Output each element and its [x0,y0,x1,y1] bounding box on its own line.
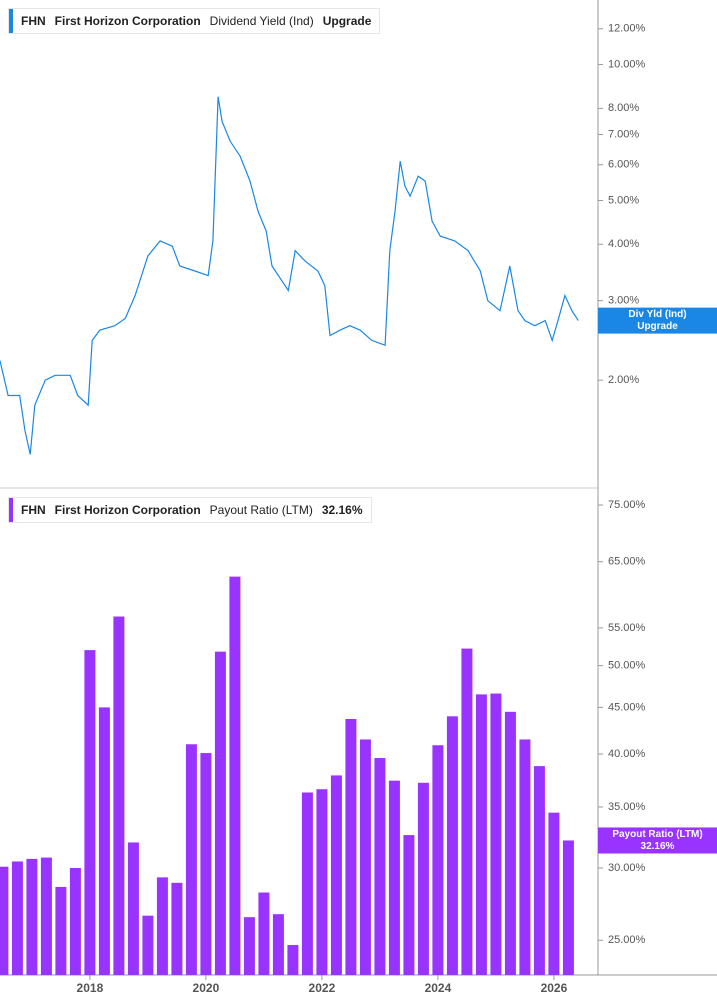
bar [359,739,371,975]
bar [316,789,328,975]
bar [345,719,357,975]
bar [69,868,81,975]
bar [490,693,502,975]
bar [548,812,560,975]
y-tick-label: 6.00% [608,159,639,171]
y-tick-label: 50.00% [608,660,646,672]
line [0,96,579,455]
y-tick-label: 3.00% [608,295,639,307]
bar [26,858,38,975]
y-tick-label: 25.00% [608,934,646,946]
x-tick-label: 2018 [77,981,104,995]
end-label-value: 32.16% [641,841,675,852]
metric: Payout Ratio (LTM) [209,503,313,517]
bar [0,866,9,975]
x-tick-label: 2024 [425,981,452,995]
bar [330,775,342,975]
end-label-box [598,827,717,854]
x-tick-label: 2022 [309,981,336,995]
bar [519,739,531,975]
bar [98,707,110,975]
bar [243,917,255,975]
bar [287,945,299,975]
ticker: FHN [21,503,46,517]
bar [475,694,487,975]
y-tick-label: 65.00% [608,556,646,568]
metric-value: 32.16% [321,503,363,517]
end-label-name: Payout Ratio (LTM) [612,829,702,840]
y-tick-label: 5.00% [608,194,639,206]
bar [200,753,212,975]
ticker: FHN [21,14,46,28]
bar [55,886,67,975]
end-label-box [598,307,717,334]
y-tick-label: 35.00% [608,801,646,813]
bar [40,857,52,975]
x-tick-label: 2026 [541,981,568,995]
bar [142,915,154,975]
bar [504,711,516,975]
bar [446,716,458,975]
bar [272,914,284,975]
y-tick-label: 45.00% [608,701,646,713]
chart-header: FHN First Horizon Corporation Payout Rat… [8,497,372,523]
y-tick-label: 4.00% [608,238,639,250]
bar [432,745,444,975]
bar [127,842,139,975]
bar [214,651,226,975]
end-label: Payout Ratio (LTM)32.16% [598,827,717,854]
bar [301,792,313,975]
company: First Horizon Corporation [54,14,201,28]
bar [461,648,473,975]
y-tick-label: 2.00% [608,374,639,386]
end-label-name: Div Yld (Ind) [628,309,686,320]
end-label-value: Upgrade [637,321,678,332]
chart-header: FHN First Horizon Corporation Dividend Y… [8,8,381,34]
x-tick-label: 2020 [193,981,220,995]
bar [11,861,23,975]
bar [229,576,241,975]
y-tick-label: 12.00% [608,23,646,35]
bar [156,877,168,975]
company: First Horizon Corporation [54,503,201,517]
bar [388,780,400,975]
metric-value: Upgrade [322,14,372,28]
bar [185,744,197,975]
bar [171,882,183,975]
y-tick-label: 55.00% [608,622,646,634]
y-tick-label: 75.00% [608,499,646,511]
bar [84,650,96,975]
metric: Dividend Yield (Ind) [209,14,314,28]
y-tick-label: 30.00% [608,862,646,874]
bar [374,758,386,975]
y-tick-label: 8.00% [608,102,639,114]
y-tick-label: 10.00% [608,58,646,70]
y-tick-label: 40.00% [608,748,646,760]
bar [533,766,545,975]
bar [258,892,270,975]
bar [417,782,429,975]
bar [113,616,125,975]
end-label: Div Yld (Ind)Upgrade [598,307,717,334]
y-tick-label: 7.00% [608,128,639,140]
bar [403,835,415,975]
bar [562,840,574,975]
